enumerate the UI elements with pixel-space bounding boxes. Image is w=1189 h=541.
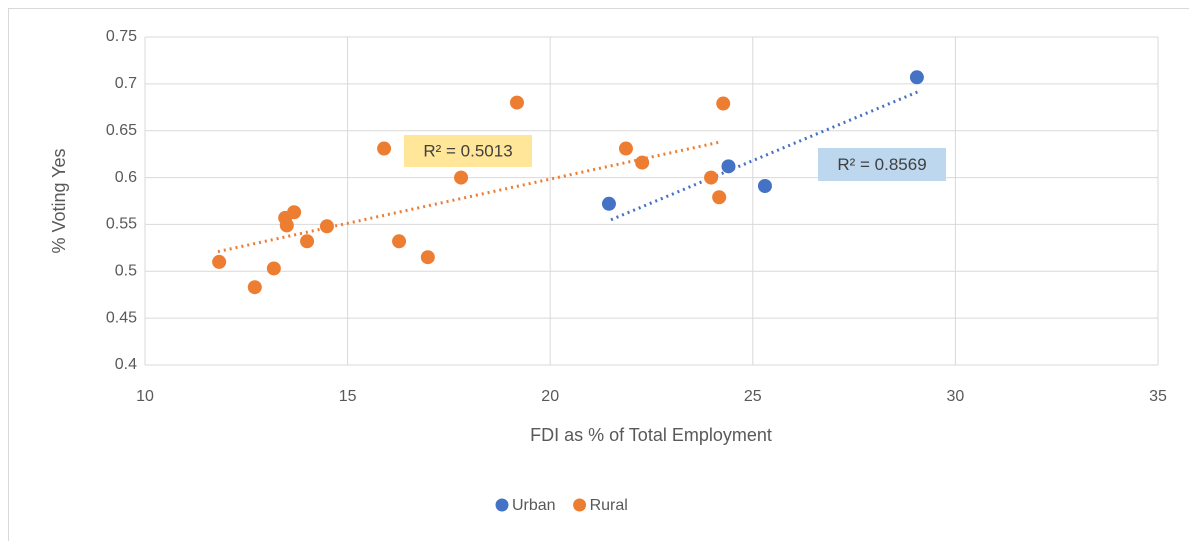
trendline: [610, 89, 920, 222]
y-tick-label: 0.7: [115, 75, 137, 92]
point: [247, 280, 262, 295]
trendline: [217, 140, 721, 254]
trendline-label-box: [818, 148, 946, 181]
x-tick-label: 25: [744, 388, 762, 405]
point: [704, 170, 719, 185]
point: [279, 218, 294, 233]
legend-marker: [495, 498, 509, 512]
point: [420, 250, 435, 265]
y-tick-label: 0.45: [106, 309, 137, 326]
point: [509, 95, 524, 110]
x-axis-label: FDI as % of Total Employment: [530, 425, 772, 445]
x-tick-label: 20: [541, 388, 559, 405]
point: [757, 179, 772, 194]
point: [601, 196, 616, 211]
x-tick-label: 35: [1149, 388, 1167, 405]
trendline-label-box: [404, 135, 532, 167]
y-tick-label: 0.4: [115, 356, 137, 373]
x-tick-label: 10: [136, 388, 154, 405]
point: [909, 70, 924, 85]
trendline-label: R² = 0.5013: [423, 141, 512, 160]
chart-border: [8, 8, 1189, 541]
y-tick-label: 0.65: [106, 122, 137, 139]
point: [635, 155, 650, 170]
point: [377, 141, 392, 156]
point: [618, 141, 633, 156]
y-tick-label: 0.75: [106, 28, 137, 45]
point: [287, 205, 302, 220]
point: [712, 190, 727, 205]
point: [454, 170, 469, 185]
x-tick-label: 30: [947, 388, 965, 405]
point: [392, 234, 407, 249]
x-tick-label: 15: [339, 388, 357, 405]
point: [319, 219, 334, 234]
point: [716, 96, 731, 111]
point: [300, 234, 315, 249]
point: [212, 254, 227, 269]
legend-label: Rural: [590, 497, 628, 514]
y-tick-label: 0.5: [115, 263, 137, 280]
trendline-label: R² = 0.8569: [837, 155, 926, 174]
point: [721, 159, 736, 174]
y-axis-label: % Voting Yes: [49, 148, 69, 253]
legend-marker: [573, 498, 587, 512]
y-tick-label: 0.6: [115, 169, 137, 186]
point: [266, 261, 281, 276]
y-tick-label: 0.55: [106, 216, 137, 233]
legend-label: Urban: [512, 497, 556, 514]
